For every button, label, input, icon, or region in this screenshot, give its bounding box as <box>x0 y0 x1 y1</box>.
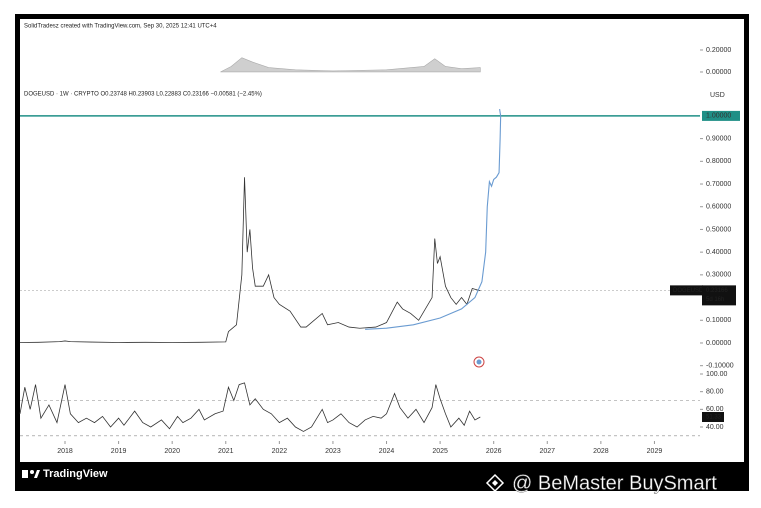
y-tick-label: 40.00 <box>706 424 724 431</box>
y-tick-label: 0.60000 <box>706 204 731 211</box>
x-tick-label: 2029 <box>647 448 663 455</box>
last-price-name-bg <box>670 285 703 296</box>
x-tick-label: 2021 <box>218 448 234 455</box>
y-tick-label: 60.00 <box>706 406 724 413</box>
series-line <box>19 177 481 343</box>
x-tick-label: 2028 <box>593 448 609 455</box>
y-tick-label: 0.50000 <box>706 226 731 233</box>
x-tick-label: 2027 <box>539 448 555 455</box>
y-tick-label: 0.00000 <box>706 340 731 347</box>
y-tick-label: 0.10000 <box>706 317 731 324</box>
y-tick-label: 0.00000 <box>706 69 731 76</box>
rsi-last-label: 51.33 <box>706 415 722 421</box>
x-tick-label: 2019 <box>111 448 127 455</box>
last-price-bg <box>702 285 736 306</box>
last-price-label: 0.23166 <box>706 288 728 294</box>
x-tick-label: 2018 <box>57 448 73 455</box>
y-tick-label: 100.00 <box>706 371 728 378</box>
y-tick-label: -0.10000 <box>706 363 734 370</box>
series-line <box>19 382 481 432</box>
y-tick-label: 0.90000 <box>706 135 731 142</box>
logo <box>22 470 40 478</box>
y-tick-label: 0.30000 <box>706 272 731 279</box>
x-tick-label: 2022 <box>272 448 288 455</box>
x-tick-label: 2025 <box>432 448 448 455</box>
top-area <box>220 57 481 73</box>
y-tick-label: 0.70000 <box>706 181 731 188</box>
symbol-line: DOGEUSD · 1W · CRYPTO O0.23748 H0.23903 … <box>24 92 262 98</box>
reference-label: 1.00000 <box>706 113 731 120</box>
x-tick-label: 2024 <box>379 448 395 455</box>
last-price-name: DOGEUSD <box>673 288 704 294</box>
brand: TradingView <box>43 468 108 480</box>
attribution: SolidTradesz created with TradingView.co… <box>24 24 217 30</box>
y-tick-label: 0.20000 <box>706 47 731 54</box>
watermark: @ BeMaster BuySmart <box>512 472 717 494</box>
y-tick-label: 0.40000 <box>706 249 731 256</box>
watermark-icon <box>485 473 505 493</box>
y-tick-label: 80.00 <box>706 389 724 396</box>
currency: USD <box>710 92 725 99</box>
x-tick-label: 2026 <box>486 448 502 455</box>
x-tick-label: 2020 <box>164 448 180 455</box>
rsi-last-bg <box>702 412 724 423</box>
marker-icon <box>473 356 485 368</box>
countdown: 5d 16h <box>706 297 724 303</box>
y-tick-label: 0.80000 <box>706 158 731 165</box>
series-line <box>365 108 502 330</box>
canvas <box>20 19 744 462</box>
reference-label-bg <box>702 110 740 121</box>
x-tick-label: 2023 <box>325 448 341 455</box>
